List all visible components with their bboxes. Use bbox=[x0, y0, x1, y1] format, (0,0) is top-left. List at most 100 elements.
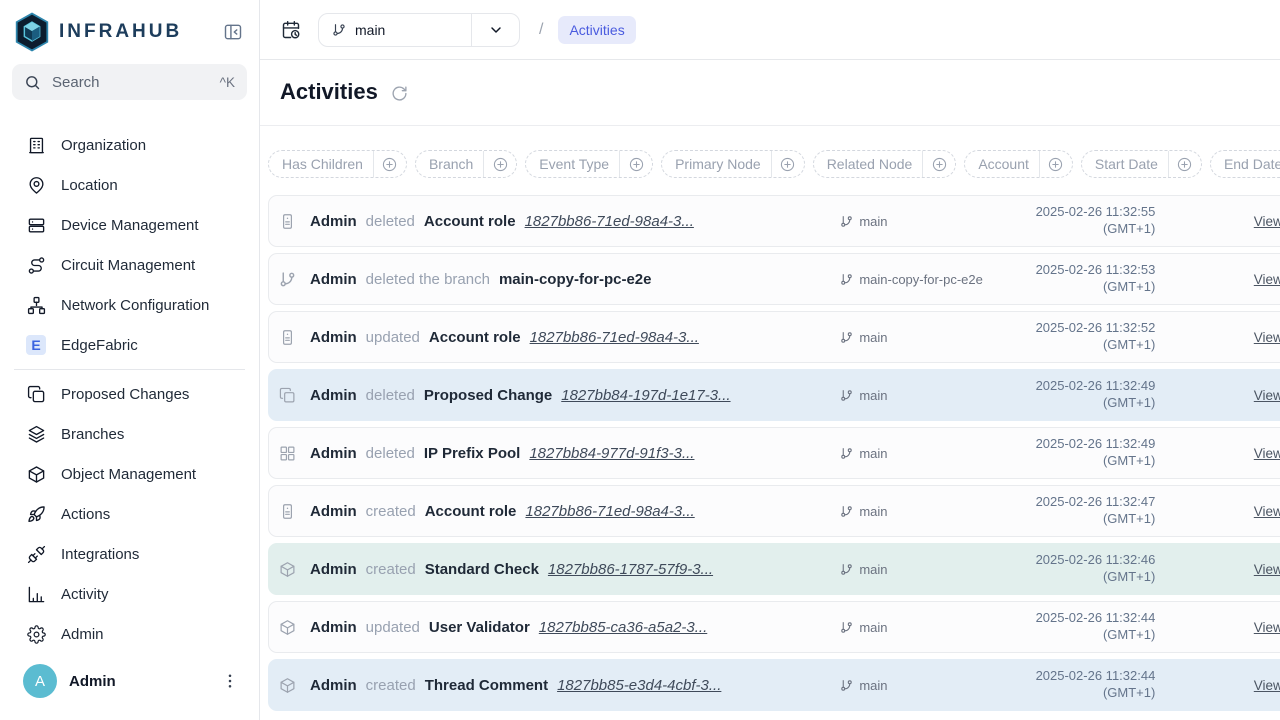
activity-timezone: (GMT+1) bbox=[1102, 569, 1156, 584]
filter-chip[interactable]: Account bbox=[964, 150, 1073, 178]
circle-plus-icon[interactable] bbox=[620, 156, 652, 173]
logo-row: INFRAHUB bbox=[0, 0, 259, 52]
circle-plus-icon[interactable] bbox=[1040, 156, 1072, 173]
activity-timestamp: 2025-02-26 11:32:49 (GMT+1) bbox=[1000, 436, 1156, 470]
activity-object-id-link[interactable]: 1827bb86-71ed-98a4-3... bbox=[525, 502, 695, 520]
branch-selector-value[interactable]: main bbox=[319, 14, 471, 46]
filter-chip[interactable]: Primary Node bbox=[661, 150, 805, 178]
filter-chip[interactable]: Has Children bbox=[268, 150, 407, 178]
sidebar-item[interactable]: Location bbox=[0, 165, 259, 205]
activity-summary: Admin deleted the branch main-copy-for-p… bbox=[310, 271, 840, 288]
refresh-icon[interactable] bbox=[391, 85, 408, 102]
collapse-sidebar-icon[interactable] bbox=[223, 22, 243, 42]
activity-object-type: Thread Comment bbox=[424, 676, 549, 694]
activity-branch-name: main bbox=[859, 503, 888, 519]
activity-object-id-link[interactable]: 1827bb85-ca36-a5a2-3... bbox=[538, 618, 708, 636]
activity-date: 2025-02-26 11:32:44 bbox=[1035, 610, 1156, 626]
activity-object-type: User Validator bbox=[428, 618, 530, 636]
activity-actor: Admin bbox=[310, 618, 357, 636]
filter-chip[interactable]: End Date bbox=[1209, 150, 1280, 178]
sidebar-item[interactable]: Proposed Changes bbox=[0, 374, 259, 414]
chip-divider bbox=[372, 151, 374, 177]
view-more-link[interactable]: View more bbox=[1253, 445, 1280, 461]
filter-bar: Has Children Branch Event Type Primary N… bbox=[260, 126, 1280, 178]
date-picker-button[interactable] bbox=[274, 13, 308, 47]
filter-chip[interactable]: Event Type bbox=[525, 150, 654, 178]
activity-actor: Admin bbox=[310, 386, 357, 404]
view-more-link[interactable]: View more bbox=[1253, 503, 1280, 519]
plug-icon bbox=[27, 545, 46, 564]
activity-object-id-link[interactable]: 1827bb86-71ed-98a4-3... bbox=[524, 212, 694, 230]
circle-plus-icon[interactable] bbox=[484, 156, 516, 173]
activity-row: Admin deleted Proposed Change 1827bb84-1… bbox=[268, 369, 1280, 421]
view-more-link[interactable]: View more bbox=[1253, 619, 1280, 635]
git-branch-icon bbox=[840, 447, 853, 460]
activity-timezone: (GMT+1) bbox=[1102, 685, 1156, 700]
branch-selector[interactable]: main bbox=[318, 12, 520, 47]
activity-object-id-link[interactable]: 1827bb85-e3d4-4cbf-3... bbox=[557, 676, 722, 694]
sidebar-item[interactable]: Integrations bbox=[0, 534, 259, 574]
sidebar-item[interactable]: Circuit Management bbox=[0, 245, 259, 285]
box-icon bbox=[279, 619, 296, 636]
activity-summary: Admin created Standard Check 1827bb86-17… bbox=[310, 561, 840, 578]
layers-icon bbox=[27, 425, 46, 444]
sidebar-item[interactable]: Admin bbox=[0, 614, 259, 650]
chip-divider bbox=[483, 151, 485, 177]
activity-summary: Admin deleted IP Prefix Pool 1827bb84-97… bbox=[310, 445, 840, 462]
activity-action: deleted bbox=[365, 212, 415, 230]
sidebar-item[interactable]: Activity bbox=[0, 574, 259, 614]
sidebar-item[interactable]: Organization bbox=[0, 125, 259, 165]
activity-branch-name: main bbox=[859, 619, 888, 635]
activity-object-id-link[interactable]: 1827bb86-71ed-98a4-3... bbox=[529, 328, 699, 346]
circle-plus-icon[interactable] bbox=[1169, 156, 1201, 173]
copy-icon bbox=[27, 385, 46, 404]
activity-date: 2025-02-26 11:32:47 bbox=[1035, 494, 1156, 510]
activity-object-id-link[interactable]: 1827bb86-1787-57f9-3... bbox=[547, 560, 714, 578]
activity-timezone: (GMT+1) bbox=[1102, 395, 1156, 410]
breadcrumb-activities[interactable]: Activities bbox=[558, 15, 636, 44]
view-more-link[interactable]: View more bbox=[1253, 387, 1280, 403]
activity-action: created bbox=[365, 560, 416, 578]
sidebar-item[interactable]: Branches bbox=[0, 414, 259, 454]
git-branch-icon bbox=[840, 331, 853, 344]
activity-action: deleted the branch bbox=[365, 270, 490, 288]
view-more-link[interactable]: View more bbox=[1253, 561, 1280, 577]
activity-object-id-link[interactable]: 1827bb84-197d-1e17-3... bbox=[561, 386, 731, 404]
sidebar-item[interactable]: E EdgeFabric bbox=[0, 325, 259, 365]
box-icon bbox=[279, 677, 296, 694]
circle-plus-icon[interactable] bbox=[923, 156, 955, 173]
activity-branch-name: main bbox=[859, 213, 888, 229]
activity-timezone: (GMT+1) bbox=[1102, 453, 1156, 468]
activity-action: deleted bbox=[365, 444, 415, 462]
view-more-link[interactable]: View more bbox=[1253, 329, 1280, 345]
avatar[interactable]: A bbox=[23, 664, 57, 698]
view-more-link[interactable]: View more bbox=[1253, 677, 1280, 693]
sidebar-item[interactable]: Device Management bbox=[0, 205, 259, 245]
building-icon bbox=[27, 136, 46, 155]
kebab-menu-icon[interactable] bbox=[221, 672, 239, 690]
activity-object-id-link[interactable]: 1827bb84-977d-91f3-3... bbox=[529, 444, 695, 462]
view-more-link[interactable]: View more bbox=[1253, 271, 1280, 287]
sidebar-item[interactable]: Object Management bbox=[0, 454, 259, 494]
activity-timestamp: 2025-02-26 11:32:49 (GMT+1) bbox=[1000, 378, 1156, 412]
filter-chip[interactable]: Start Date bbox=[1080, 150, 1202, 178]
filter-chip[interactable]: Related Node bbox=[812, 150, 957, 178]
circle-plus-icon[interactable] bbox=[374, 156, 406, 173]
sidebar-item[interactable]: Actions bbox=[0, 494, 259, 534]
activity-row: Admin created Account role 1827bb86-71ed… bbox=[268, 485, 1280, 537]
activity-row: Admin deleted the branch main-copy-for-p… bbox=[268, 253, 1280, 305]
id-badge-icon bbox=[279, 329, 296, 346]
sidebar-item[interactable]: Network Configuration bbox=[0, 285, 259, 325]
branch-name: main bbox=[355, 21, 386, 38]
search-input[interactable]: Search ^K bbox=[12, 64, 247, 100]
activity-row: Admin created Thread Comment 1827bb85-e3… bbox=[268, 659, 1280, 711]
activity-timezone: (GMT+1) bbox=[1102, 627, 1156, 642]
activity-actor: Admin bbox=[310, 444, 357, 462]
filter-chip[interactable]: Branch bbox=[414, 150, 518, 178]
circle-plus-icon[interactable] bbox=[772, 156, 804, 173]
branch-selector-caret[interactable] bbox=[471, 13, 519, 46]
activity-date: 2025-02-26 11:32:46 bbox=[1035, 552, 1156, 568]
id-badge-icon bbox=[279, 213, 296, 230]
activity-row: Admin created Standard Check 1827bb86-17… bbox=[268, 543, 1280, 595]
view-more-link[interactable]: View more bbox=[1253, 213, 1280, 229]
